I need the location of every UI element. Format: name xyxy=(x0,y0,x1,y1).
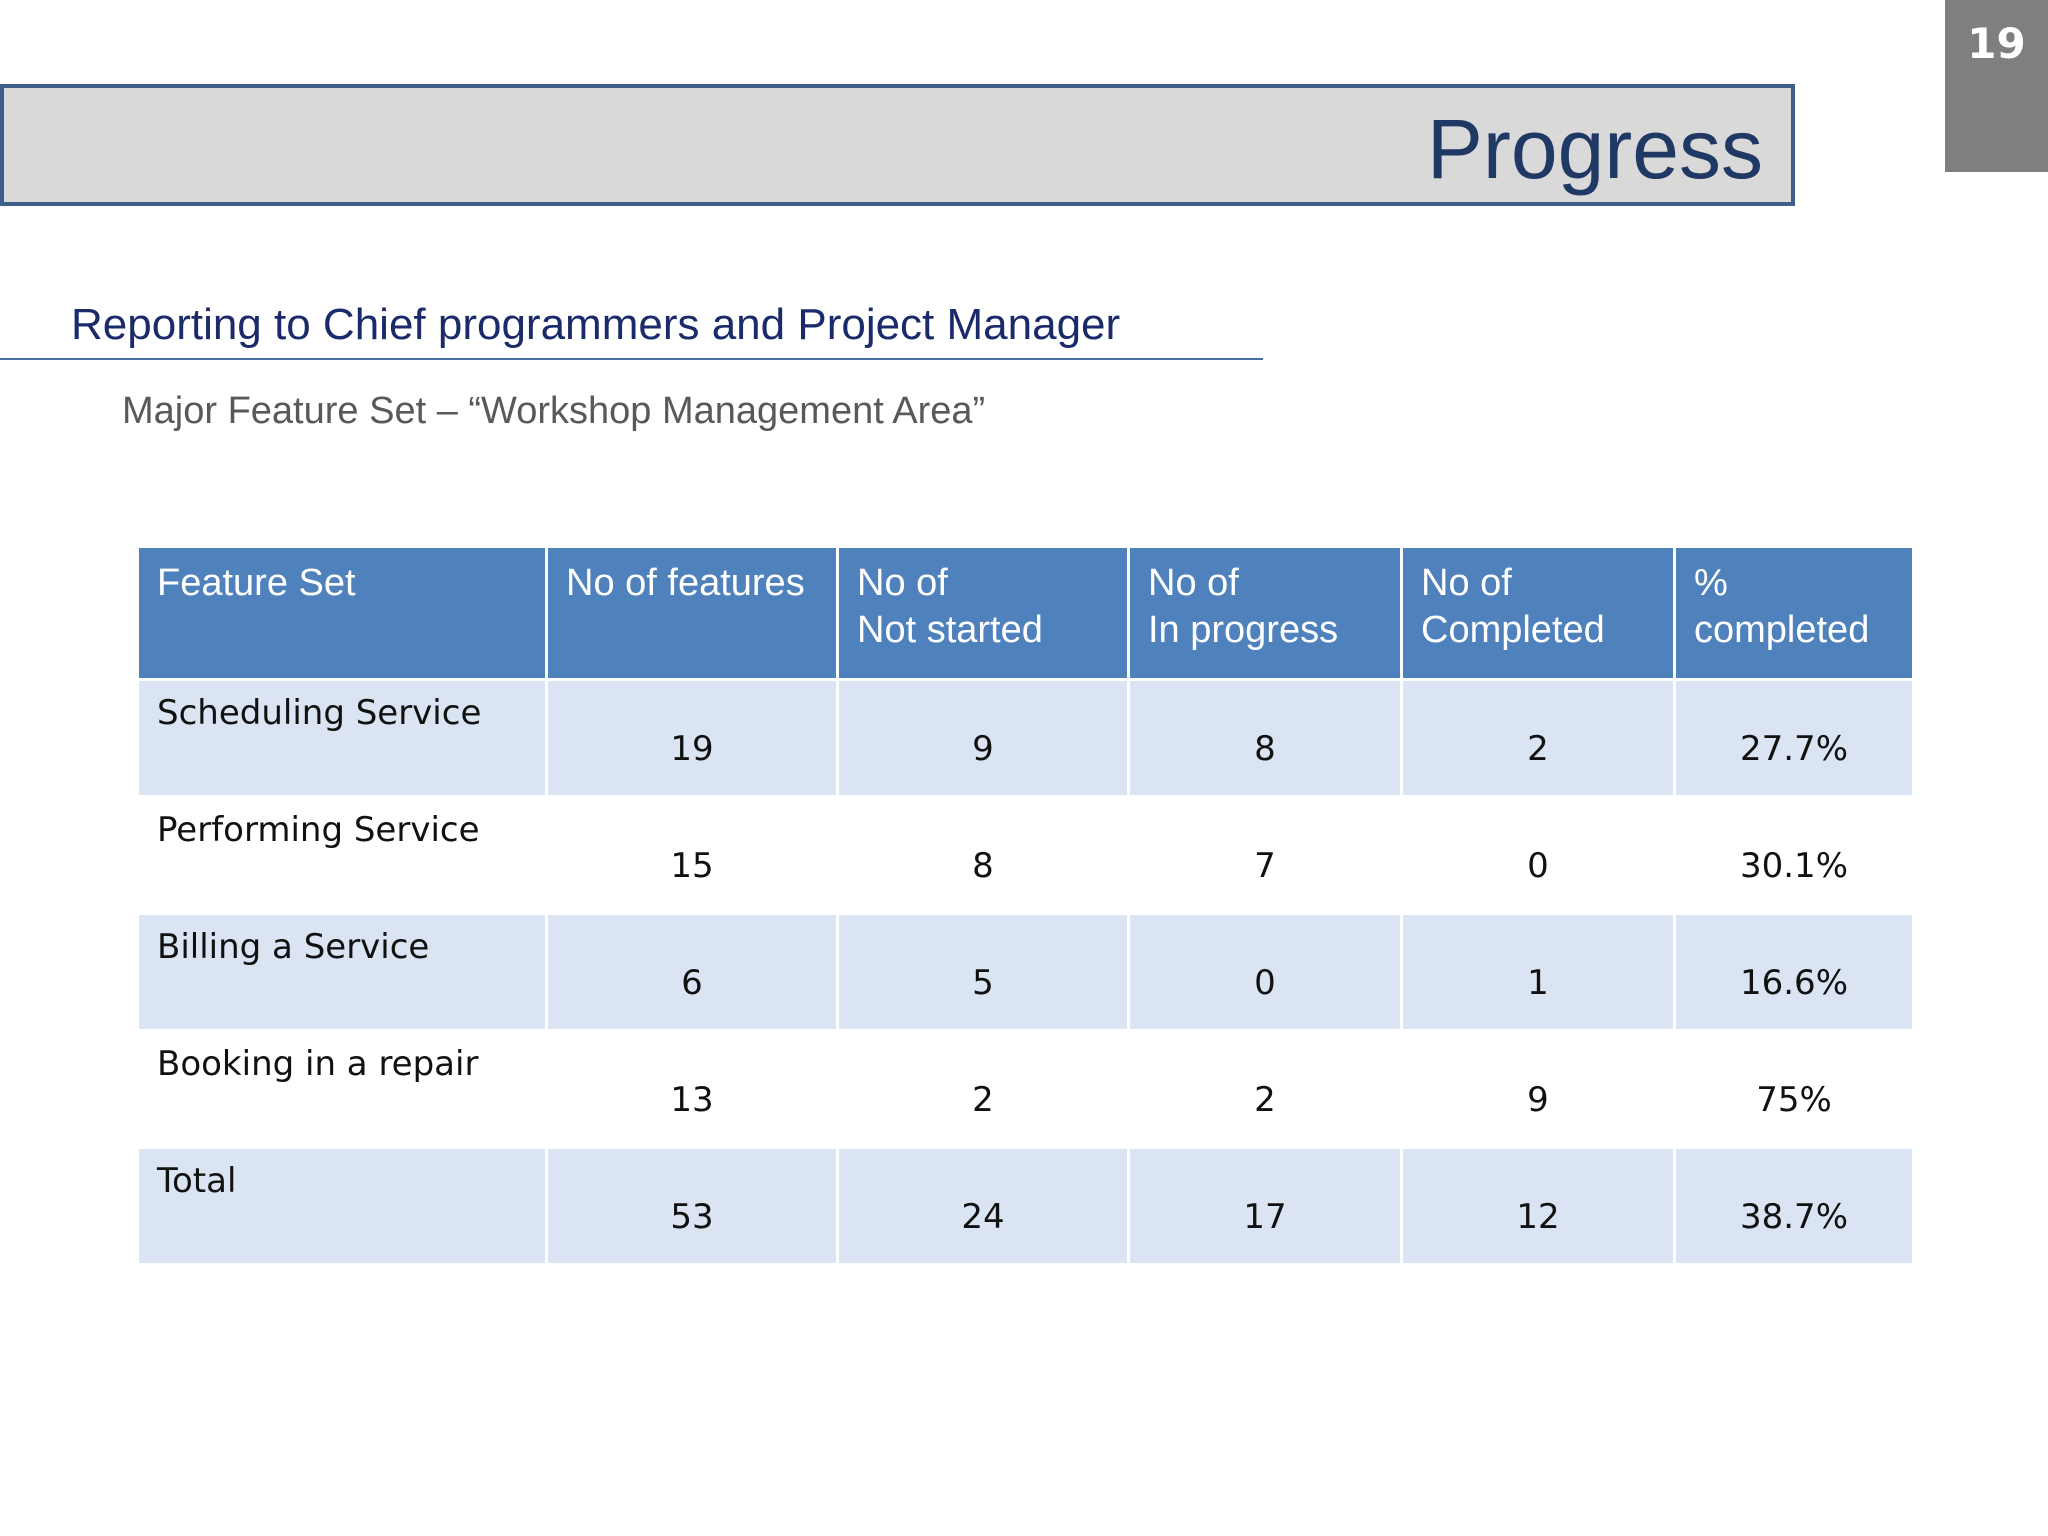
features-count-cell: 13 xyxy=(545,1029,839,1149)
feature-set-cell: Performing Service xyxy=(136,795,548,915)
features-count-cell: 53 xyxy=(545,1146,839,1266)
percent-completed-cell: 30.1% xyxy=(1673,795,1915,915)
header-not-started: No of Not started xyxy=(836,545,1130,681)
feature-set-cell: Scheduling Service xyxy=(136,678,548,798)
not-started-cell: 2 xyxy=(836,1029,1130,1149)
completed-cell: 12 xyxy=(1400,1146,1676,1266)
header-line: No of xyxy=(1148,562,1239,604)
in-progress-cell: 0 xyxy=(1127,912,1403,1032)
table-row: Billing a Service 6 5 0 1 16.6% xyxy=(136,912,1915,1032)
total-label-cell: Total xyxy=(136,1146,548,1266)
in-progress-cell: 7 xyxy=(1127,795,1403,915)
header-line: No of features xyxy=(566,562,805,604)
header-line: Completed xyxy=(1421,609,1605,651)
header-no-of-features: No of features xyxy=(545,545,839,681)
header-line: No of xyxy=(857,562,948,604)
in-progress-cell: 17 xyxy=(1127,1146,1403,1266)
in-progress-cell: 2 xyxy=(1127,1029,1403,1149)
table-row: Performing Service 15 8 7 0 30.1% xyxy=(136,795,1915,915)
completed-cell: 2 xyxy=(1400,678,1676,798)
percent-completed-cell: 38.7% xyxy=(1673,1146,1915,1266)
features-count-cell: 19 xyxy=(545,678,839,798)
in-progress-cell: 8 xyxy=(1127,678,1403,798)
not-started-cell: 9 xyxy=(836,678,1130,798)
header-line: In progress xyxy=(1148,609,1339,651)
subtitle: Reporting to Chief programmers and Proje… xyxy=(71,300,1121,349)
not-started-cell: 5 xyxy=(836,912,1130,1032)
feature-set-cell: Booking in a repair xyxy=(136,1029,548,1149)
features-count-cell: 15 xyxy=(545,795,839,915)
percent-completed-cell: 16.6% xyxy=(1673,912,1915,1032)
slide-number-badge: 19 xyxy=(1945,0,2048,172)
header-feature-set: Feature Set xyxy=(136,545,548,681)
slide-number: 19 xyxy=(1967,18,2026,68)
not-started-cell: 8 xyxy=(836,795,1130,915)
subtitle-divider xyxy=(0,358,1263,360)
header-percent-completed: % completed xyxy=(1673,545,1915,681)
header-line: Not started xyxy=(857,609,1043,651)
not-started-cell: 24 xyxy=(836,1146,1130,1266)
percent-completed-cell: 75% xyxy=(1673,1029,1915,1149)
completed-cell: 1 xyxy=(1400,912,1676,1032)
features-count-cell: 6 xyxy=(545,912,839,1032)
feature-set-cell: Billing a Service xyxy=(136,912,548,1032)
header-completed: No of Completed xyxy=(1400,545,1676,681)
slide-title: Progress xyxy=(1426,102,1763,196)
completed-cell: 9 xyxy=(1400,1029,1676,1149)
header-line: % xyxy=(1694,562,1728,604)
feature-set-heading: Major Feature Set – “Workshop Management… xyxy=(122,390,986,432)
table-total-row: Total 53 24 17 12 38.7% xyxy=(136,1146,1915,1266)
percent-completed-cell: 27.7% xyxy=(1673,678,1915,798)
title-bar: Progress xyxy=(0,84,1795,206)
header-line: Feature Set xyxy=(157,562,356,604)
completed-cell: 0 xyxy=(1400,795,1676,915)
header-line: No of xyxy=(1421,562,1512,604)
table-row: Booking in a repair 13 2 2 9 75% xyxy=(136,1029,1915,1149)
table-header-row: Feature Set No of features No of Not sta… xyxy=(136,545,1915,681)
header-line: completed xyxy=(1694,609,1870,651)
progress-table: Feature Set No of features No of Not sta… xyxy=(136,545,1915,1266)
header-in-progress: No of In progress xyxy=(1127,545,1403,681)
table-row: Scheduling Service 19 9 8 2 27.7% xyxy=(136,678,1915,798)
